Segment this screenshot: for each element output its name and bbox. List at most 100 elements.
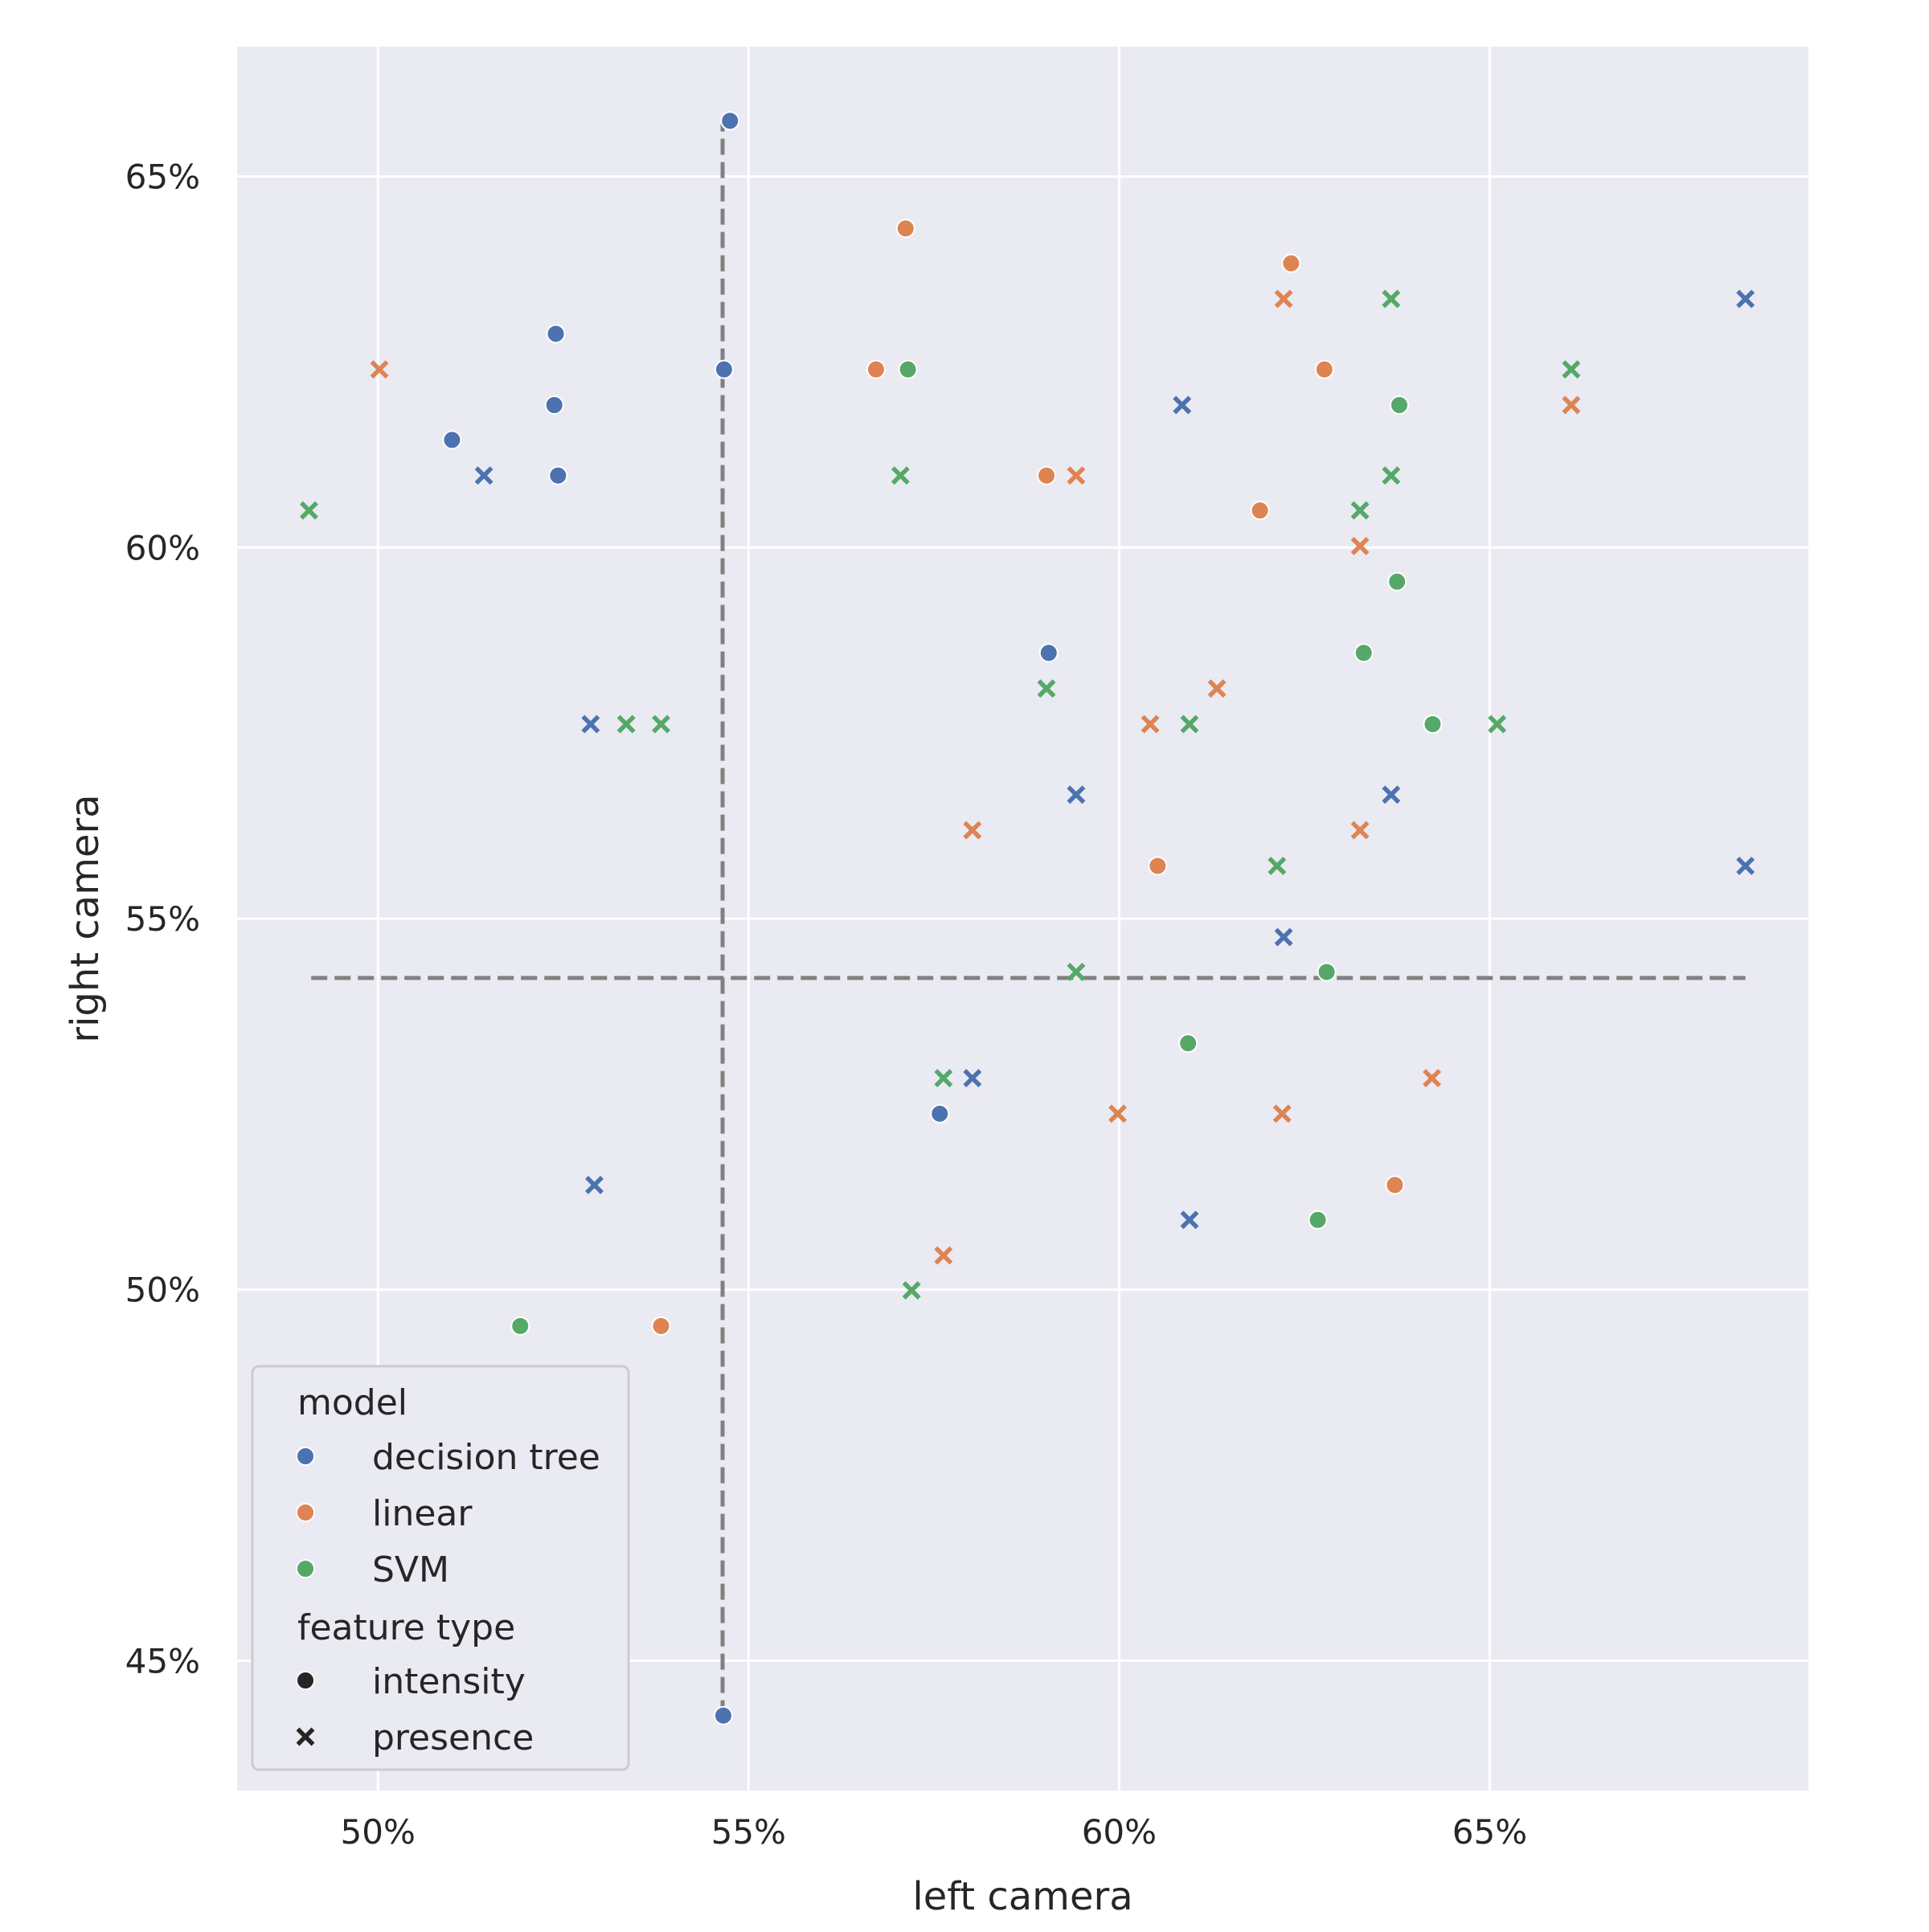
legend-feature-label: presence bbox=[372, 1717, 534, 1758]
linear-intensity-point bbox=[1250, 501, 1270, 521]
linear-intensity-point bbox=[1385, 1175, 1405, 1195]
decision-tree-presence-point bbox=[585, 1176, 604, 1194]
x-axis-ticks: 50% 55% 60% 65% bbox=[341, 1812, 1528, 1852]
decision-tree-presence-point bbox=[963, 1069, 982, 1087]
legend-model-label: SVM bbox=[372, 1549, 449, 1590]
decision-tree-presence-point bbox=[1736, 289, 1755, 309]
decision-tree-presence-point bbox=[474, 466, 494, 485]
linear-presence-point bbox=[1562, 395, 1581, 415]
linear-intensity-point bbox=[1037, 465, 1057, 485]
decision-tree-intensity-point bbox=[713, 1705, 733, 1725]
svm-intensity-point bbox=[1387, 571, 1407, 591]
legend-model-label: decision tree bbox=[372, 1437, 600, 1478]
svm-intensity-point bbox=[1389, 395, 1409, 415]
legend-feature-marker bbox=[296, 1727, 315, 1746]
linear-presence-point bbox=[934, 1246, 953, 1265]
svm-presence-point bbox=[1268, 856, 1287, 875]
y-tick-label: 60% bbox=[125, 528, 200, 567]
svm-presence-point bbox=[300, 501, 318, 520]
svm-intensity-point bbox=[1178, 1034, 1198, 1054]
svm-intensity-point bbox=[1317, 962, 1337, 982]
linear-presence-point bbox=[1141, 714, 1160, 734]
legend-feature-label: intensity bbox=[372, 1661, 526, 1702]
legend: model decision tree linear SVM feature typ… bbox=[251, 1365, 630, 1771]
svm-presence-point bbox=[1488, 714, 1507, 734]
linear-presence-point bbox=[1350, 537, 1370, 555]
svm-presence-point bbox=[1350, 501, 1370, 520]
svm-intensity-point bbox=[1423, 714, 1443, 735]
linear-intensity-point bbox=[1148, 856, 1168, 876]
decision-tree-presence-point bbox=[1067, 785, 1086, 804]
svm-presence-point bbox=[1562, 360, 1581, 379]
linear-presence-point bbox=[1108, 1104, 1127, 1124]
legend-feature-title: feature type bbox=[297, 1607, 515, 1648]
x-tick-label: 65% bbox=[1452, 1812, 1527, 1852]
svm-presence-point bbox=[1382, 289, 1401, 309]
x-tick-label: 55% bbox=[711, 1812, 786, 1852]
decision-tree-intensity-point bbox=[544, 395, 564, 415]
decision-tree-presence-point bbox=[1173, 395, 1192, 415]
decision-tree-intensity-point bbox=[442, 430, 462, 450]
linear-presence-point bbox=[1423, 1069, 1441, 1087]
legend-model-marker bbox=[296, 1447, 315, 1466]
decision-tree-presence-point bbox=[581, 714, 600, 734]
svm-intensity-point bbox=[1308, 1210, 1328, 1230]
svm-presence-point bbox=[1037, 679, 1056, 698]
x-axis-title: left camera bbox=[912, 1874, 1132, 1919]
decision-tree-intensity-point bbox=[546, 324, 566, 344]
legend-model-marker bbox=[296, 1559, 315, 1578]
decision-tree-intensity-point bbox=[1038, 643, 1059, 663]
svm-presence-point bbox=[934, 1069, 953, 1087]
linear-presence-point bbox=[1207, 679, 1227, 698]
reference-lines bbox=[311, 121, 1746, 1717]
legend-model-label: linear bbox=[372, 1493, 473, 1534]
svm-presence-point bbox=[1180, 714, 1199, 734]
y-tick-label: 65% bbox=[125, 158, 200, 197]
legend-model-marker bbox=[296, 1503, 315, 1522]
legend-model-title: model bbox=[297, 1382, 408, 1423]
decision-tree-presence-point bbox=[1180, 1210, 1199, 1230]
linear-presence-point bbox=[1272, 1104, 1292, 1124]
decision-tree-presence-point bbox=[1382, 785, 1401, 804]
svm-presence-point bbox=[891, 466, 910, 485]
decision-tree-intensity-point bbox=[548, 465, 568, 485]
svm-intensity-point bbox=[510, 1316, 530, 1336]
svm-intensity-point bbox=[1354, 643, 1374, 663]
y-tick-label: 45% bbox=[125, 1641, 200, 1680]
svm-presence-point bbox=[616, 714, 636, 734]
svm-presence-point bbox=[1067, 963, 1086, 981]
legend-feature-marker bbox=[296, 1671, 315, 1690]
y-tick-label: 50% bbox=[125, 1271, 200, 1310]
linear-intensity-point bbox=[1281, 253, 1301, 273]
linear-presence-point bbox=[1067, 466, 1086, 485]
grid-lines bbox=[237, 47, 1808, 1791]
legend-model-entries: decision tree linear SVM bbox=[296, 1437, 600, 1590]
y-tick-label: 55% bbox=[125, 899, 200, 939]
linear-intensity-point bbox=[651, 1316, 671, 1336]
x-tick-label: 60% bbox=[1082, 1812, 1157, 1852]
linear-presence-point bbox=[1350, 821, 1370, 840]
x-tick-label: 50% bbox=[341, 1812, 416, 1852]
decision-tree-intensity-point bbox=[720, 111, 740, 131]
legend-feature-entries: intensity presence bbox=[296, 1661, 534, 1758]
svm-presence-point bbox=[902, 1281, 921, 1300]
y-axis-ticks: 45% 50% 55% 60% 65% bbox=[125, 158, 200, 1681]
data-points bbox=[300, 111, 1755, 1725]
svm-intensity-point bbox=[898, 359, 918, 379]
decision-tree-intensity-point bbox=[930, 1103, 950, 1124]
linear-intensity-point bbox=[866, 359, 886, 379]
svm-presence-point bbox=[652, 714, 670, 734]
legend-frame bbox=[251, 1365, 630, 1771]
linear-intensity-point bbox=[895, 219, 915, 239]
decision-tree-presence-point bbox=[1736, 856, 1755, 875]
y-axis-title: right camera bbox=[63, 794, 108, 1042]
linear-intensity-point bbox=[1314, 359, 1334, 379]
decision-tree-intensity-point bbox=[714, 359, 734, 379]
decision-tree-presence-point bbox=[1274, 927, 1293, 947]
linear-presence-point bbox=[370, 360, 389, 379]
linear-presence-point bbox=[1274, 289, 1293, 309]
linear-presence-point bbox=[963, 821, 982, 840]
svm-presence-point bbox=[1382, 466, 1401, 485]
